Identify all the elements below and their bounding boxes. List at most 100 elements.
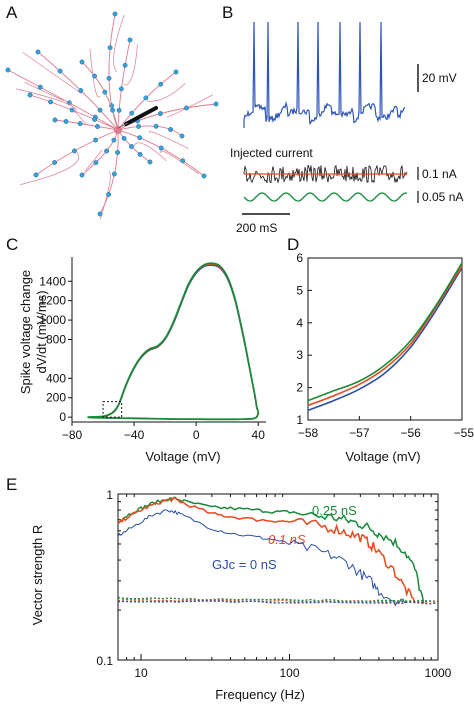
chart-c-ylabel-line1: Spike voltage change xyxy=(18,270,33,394)
panel-letter-d: D xyxy=(287,235,299,254)
dendrite-branch xyxy=(123,44,138,86)
membrane-voltage-trace xyxy=(243,21,406,128)
dendrite-branch xyxy=(74,110,87,126)
gap-junction-node xyxy=(111,137,117,143)
chart-d-xlabel: Voltage (mV) xyxy=(345,449,420,464)
gap-junction-node xyxy=(97,107,103,113)
chart-d-x-tick-label: −58 xyxy=(298,426,319,440)
chart-d-x-tick-label: −56 xyxy=(400,426,421,440)
chart-d-series-0 xyxy=(307,267,463,412)
electrode-tip-icon xyxy=(117,122,129,129)
dendrite-branch xyxy=(22,52,82,94)
chart-d-x-tick-label: −55 xyxy=(454,426,474,440)
dendrite-branch xyxy=(24,81,65,101)
chart-c-x-tick-label: −40 xyxy=(124,428,145,442)
gap-junction-node xyxy=(52,160,58,165)
dendrite-branch xyxy=(20,152,79,185)
sine-current-trace xyxy=(243,192,408,202)
gap-junction-node xyxy=(201,173,207,179)
chart-d-y-tick-label: 5 xyxy=(296,283,303,297)
gap-junction-node xyxy=(116,107,122,113)
chart-d-series-1 xyxy=(307,265,463,407)
current-scalebar-1-label: 0.1 nA xyxy=(422,167,457,181)
gap-junction-node xyxy=(115,150,121,155)
chart-c-x-tick-label: −80 xyxy=(62,428,83,442)
dendrite-branch xyxy=(113,14,125,73)
time-scalebar-label: 200 mS xyxy=(236,221,277,235)
gap-junction-node xyxy=(35,49,41,55)
gap-junction-node xyxy=(63,119,69,124)
gap-junction-node xyxy=(106,192,112,197)
gap-junction-node xyxy=(69,107,75,113)
gap-junction-node xyxy=(180,158,186,164)
chart-e-x-tick-label: 10 xyxy=(134,666,148,680)
gap-junction-node xyxy=(129,110,135,116)
chart-c-y-tick-label: 1000 xyxy=(39,313,66,327)
gap-junction-node xyxy=(27,92,33,98)
gap-junction-node xyxy=(137,151,143,157)
chart-d-y-tick-label: 6 xyxy=(296,251,303,265)
gap-junction-node xyxy=(127,37,133,43)
chart-d-y-tick-label: 4 xyxy=(296,316,303,330)
gap-junction-node xyxy=(93,137,99,143)
gap-junction-node xyxy=(111,171,117,177)
chart-c-series-1 xyxy=(87,263,259,420)
gap-junction-node xyxy=(5,67,11,73)
dendrite-branch xyxy=(89,48,101,98)
chart-c-y-tick-label: 1200 xyxy=(39,294,66,308)
dendrite-branch xyxy=(99,171,111,220)
voltage-trace-panel: 20 mV Injected current 0.1 nA 0.05 nA 20… xyxy=(230,21,463,235)
chart-e-y-tick-label: 1 xyxy=(106,488,113,502)
current-scalebar-2-label: 0.05 nA xyxy=(422,190,463,204)
dendrite-branch xyxy=(85,149,103,171)
chart-e-series-2 xyxy=(117,509,406,607)
gap-junction-node xyxy=(107,45,113,51)
gap-junction-node xyxy=(213,101,219,107)
chart-e-frame xyxy=(117,493,439,661)
chart-e-series-1 xyxy=(117,496,416,604)
dendrite-branch xyxy=(133,142,167,161)
gap-junction-node xyxy=(92,116,98,122)
gap-junction-node xyxy=(102,89,108,95)
chart-e-baseline-3 xyxy=(117,597,438,603)
chart-c-inset-box xyxy=(102,401,123,418)
gap-junction-node xyxy=(118,86,124,92)
chart-c-y-tick-label: 400 xyxy=(46,371,66,385)
chart-e-x-tick-label: 1000 xyxy=(425,666,452,680)
chart-c-xlabel: Voltage (mV) xyxy=(145,449,220,464)
chart-d-frame xyxy=(307,257,463,421)
dendrite-branch xyxy=(16,88,77,113)
voltage-scalebar-label: 20 mV xyxy=(422,71,457,85)
gap-junction-node xyxy=(52,117,58,123)
chart-e-baseline-5 xyxy=(117,600,438,605)
gap-junction-node xyxy=(104,148,110,154)
annotation-025ns: 0.25 nS xyxy=(312,503,357,518)
panel-letter-c: C xyxy=(6,235,18,254)
gap-junction-node xyxy=(168,127,174,132)
gap-junction-node xyxy=(93,160,99,166)
annotation-01ns: 0.1 nS xyxy=(268,532,306,547)
dendrite-branch xyxy=(146,83,186,102)
gap-junction-node xyxy=(77,121,83,127)
gap-junction-node xyxy=(79,59,85,65)
gap-junction-node xyxy=(143,95,149,101)
chart-c-x-tick-label: 40 xyxy=(252,428,266,442)
gap-junction-node xyxy=(106,75,112,81)
gap-junction-node xyxy=(92,73,98,79)
chart-c-phase-plot: Spike voltage change dV/dt (mV/ms) Volta… xyxy=(18,257,266,464)
gap-junction-node xyxy=(122,62,128,68)
chart-e-vector-strength: Vector strength R Frequency (Hz) 0.25 nS… xyxy=(30,488,452,702)
gap-junction-node xyxy=(129,144,134,149)
chart-e-y-tick-label: 0.1 xyxy=(96,654,113,668)
gap-junction-node xyxy=(112,11,118,17)
chart-c-y-tick-label: 1400 xyxy=(39,274,66,288)
dendrite-branch xyxy=(160,150,199,174)
gap-junction-node xyxy=(57,68,63,74)
gap-junction-node xyxy=(72,148,77,154)
gap-junction-node xyxy=(95,124,100,129)
gap-junction-node xyxy=(110,107,116,113)
chart-d-zoom-plot: Voltage (mV) −58 −57 −56 −55 1 2 3 4 5 6 xyxy=(296,251,474,464)
chart-e-baseline-4 xyxy=(117,598,438,603)
electrode-icon xyxy=(124,106,158,126)
